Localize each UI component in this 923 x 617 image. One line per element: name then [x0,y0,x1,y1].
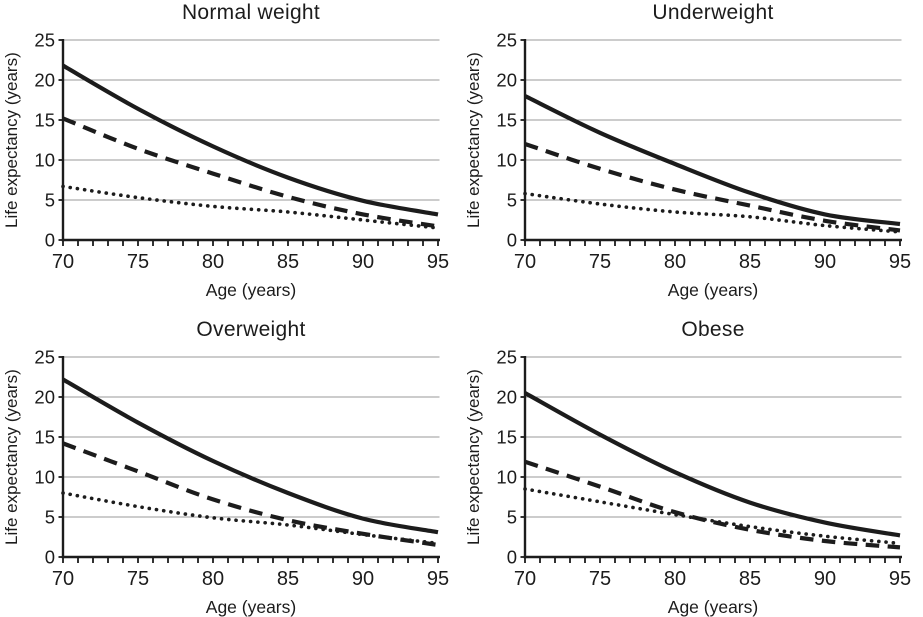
x-tick-label-85: 85 [277,568,299,590]
chart-title-underweight: Underweight [652,1,774,24]
solid-line-series [524,94,901,227]
x-tick-label-85: 85 [277,251,299,273]
x-tick-label-80: 80 [664,251,686,273]
x-tick-label-90: 90 [352,251,374,273]
x-tick-label-75: 75 [127,251,149,273]
x-tick-label-75: 75 [589,251,611,273]
chart-title-normal-weight: Normal weight [181,1,321,24]
x-tick-label-75: 75 [589,568,611,590]
plot-underweight: 0 5 10 15 20 25 70 75 80 85 90 95 [496,30,911,274]
y-tick-label-20: 20 [496,387,517,408]
y-tick-label-20: 20 [34,387,55,408]
y-tick-label-25: 25 [496,347,517,368]
solid-line-series [523,391,901,538]
y-tick-label-20: 20 [34,70,55,91]
plot-normal-weight: 0 5 10 15 20 25 70 75 80 85 90 95 [34,30,449,274]
dashed-line-series [62,116,439,229]
x-tick-label-95: 95 [427,251,449,273]
y-tick-label-0: 0 [45,230,55,251]
chart-title-obese: Obese [681,318,745,341]
y-tick-label-0: 0 [507,547,517,568]
x-tick-label-70: 70 [52,251,74,273]
x-tick-label-70: 70 [514,251,536,273]
y-tick-label-15: 15 [34,427,55,448]
x-tick-label-80: 80 [664,568,686,590]
x-tick-label-85: 85 [739,568,761,590]
chart-panel-overweight: Overweight Life expectancy (years) 0 5 10 1… [0,317,462,617]
x-tick-label-85: 85 [739,251,761,273]
x-tick-label-80: 80 [202,251,224,273]
chart-panel-obese: Obese Life expectancy (years) 0 5 10 15 20 25… [462,317,923,617]
dashed-line-series [524,459,901,550]
x-axis-title: Age (years) [205,280,297,300]
y-tick-label-10: 10 [34,150,55,171]
dashed-line-series [62,441,439,548]
y-tick-label-5: 5 [507,190,517,211]
x-tick-label-95: 95 [889,251,911,273]
y-tick-label-10: 10 [496,150,517,171]
y-tick-label-10: 10 [496,467,517,488]
solid-line-series [61,377,439,535]
plot-obese: 0 5 10 15 20 25 70 75 80 85 90 95 [496,347,911,591]
y-tick-label-25: 25 [496,30,517,51]
chart-title-overweight: Overweight [196,318,306,341]
y-tick-label-15: 15 [34,110,55,131]
x-axis-title: Age (years) [667,280,759,300]
dotted-line-series [61,184,440,230]
y-tick-label-5: 5 [45,190,55,211]
x-tick-label-80: 80 [202,568,224,590]
x-tick-label-95: 95 [427,568,449,590]
dotted-line-series [61,491,440,546]
x-tick-label-90: 90 [352,568,374,590]
chart-panel-underweight: Underweight Life expectancy (years) 0 5 10… [462,0,923,317]
y-tick-label-15: 15 [496,110,517,131]
y-tick-label-5: 5 [507,507,517,528]
dashed-line-series [524,142,901,233]
y-tick-label-5: 5 [45,507,55,528]
dotted-line-series [523,191,902,234]
y-tick-label-20: 20 [496,70,517,91]
x-tick-label-75: 75 [127,568,149,590]
plot-overweight: 0 5 10 15 20 25 70 75 80 85 90 95 [34,347,449,591]
dotted-line-series [523,487,902,546]
x-tick-label-70: 70 [514,568,536,590]
y-tick-label-10: 10 [34,467,55,488]
y-tick-label-0: 0 [507,230,517,251]
y-tick-label-25: 25 [34,347,55,368]
solid-line-series [61,63,439,217]
x-axis-title: Age (years) [205,597,297,617]
x-tick-label-70: 70 [52,568,74,590]
y-tick-label-15: 15 [496,427,517,448]
x-tick-label-95: 95 [889,568,911,590]
x-tick-label-90: 90 [814,251,836,273]
x-axis-title: Age (years) [667,597,759,617]
x-tick-label-90: 90 [814,568,836,590]
y-tick-label-25: 25 [34,30,55,51]
y-tick-label-0: 0 [45,547,55,568]
